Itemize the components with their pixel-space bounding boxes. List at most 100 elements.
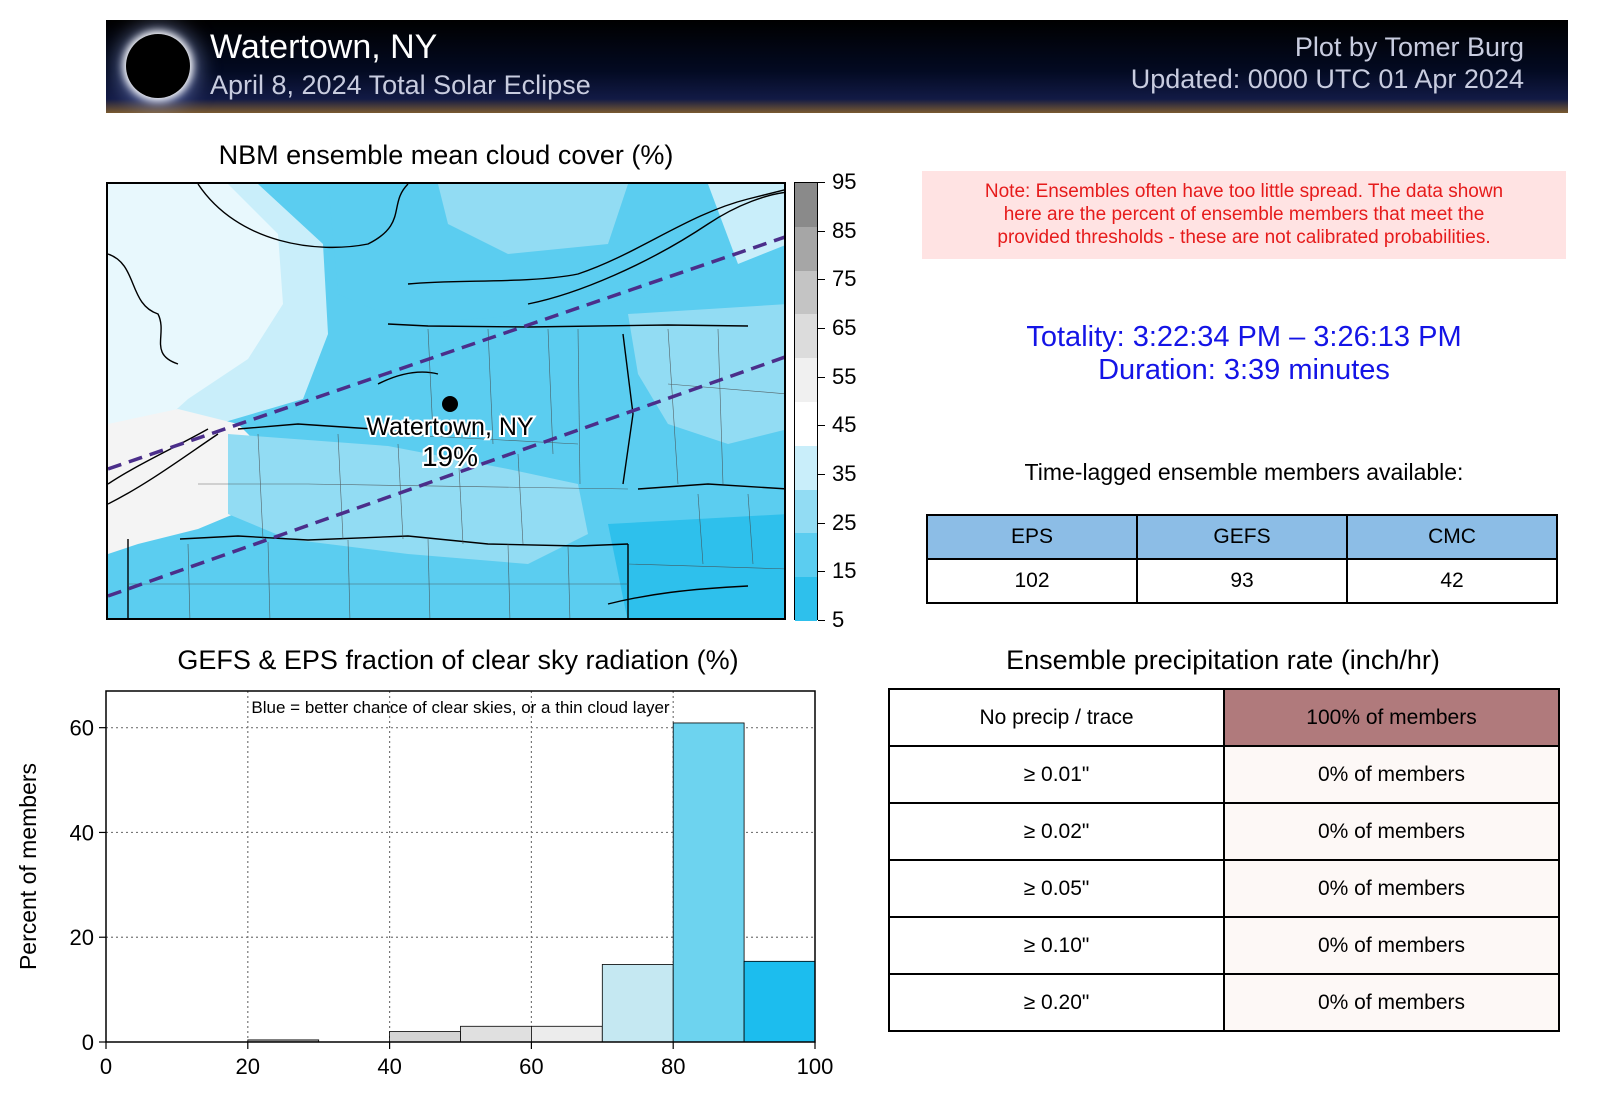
precip-row: ≥ 0.20" 0% of members: [888, 973, 1560, 1032]
y-tick-label: 0: [82, 1030, 94, 1055]
totality-duration: Duration: 3:39 minutes: [1098, 354, 1390, 386]
precip-row-value: 0% of members: [1223, 745, 1560, 804]
colorbar-tick-label: 5: [832, 607, 845, 632]
histogram-bar: [460, 1025, 532, 1043]
eclipse-sun-icon: [126, 34, 190, 98]
members-header-cmc: CMC: [1346, 514, 1558, 560]
members-header-gefs: GEFS: [1136, 514, 1348, 560]
colorbar-segment: [795, 270, 817, 315]
y-tick-label: 60: [70, 716, 94, 741]
totality-time: Totality: 3:22:34 PM – 3:26:13 PM: [1026, 321, 1462, 353]
histogram-title: GEFS & EPS fraction of clear sky radiati…: [177, 645, 739, 675]
colorbar-tick-label: 45: [832, 412, 857, 438]
precip-row-label: No precip / trace: [888, 688, 1225, 747]
colorbar-tick: [818, 571, 825, 573]
colorbar-tick-label: 35: [832, 461, 857, 486]
precip-row-value: 100% of members: [1223, 688, 1560, 747]
location-title: Watertown, NY: [210, 28, 438, 66]
colorbar-segment: [795, 489, 817, 534]
y-tick-label: 20: [70, 925, 94, 950]
x-tick-label: 0: [100, 1054, 112, 1079]
colorbar-segment: [795, 445, 817, 491]
x-tick-label: 100: [797, 1054, 834, 1079]
updated-time: Updated: 0000 UTC 01 Apr 2024: [1130, 64, 1524, 94]
members-value-row: 102 93 42: [926, 558, 1558, 604]
histogram-bar: [389, 1031, 461, 1043]
colorbar-tick-label: 75: [832, 266, 857, 292]
cloud-cover-colorbar: [794, 182, 818, 622]
precip-row-value: 0% of members: [1223, 859, 1560, 918]
note-line-3: provided thresholds - these are not cali…: [997, 227, 1491, 248]
histogram-bar: [672, 722, 745, 1043]
members-value-gefs: 93: [1136, 558, 1348, 604]
precip-row: ≥ 0.10" 0% of members: [888, 916, 1560, 975]
header-banner: Watertown, NY April 8, 2024 Total Solar …: [106, 20, 1568, 113]
colorbar-tick-label: 95: [832, 169, 857, 194]
precip-row-label: ≥ 0.02": [888, 802, 1225, 861]
colorbar-tick: [818, 230, 825, 232]
colorbar-tick-label: 55: [832, 363, 857, 389]
members-title: Time-lagged ensemble members available:: [1024, 459, 1464, 485]
precip-row-label: ≥ 0.05": [888, 859, 1225, 918]
precip-row-value: 0% of members: [1223, 973, 1560, 1032]
histogram-bar: [743, 960, 816, 1043]
precip-row-label: ≥ 0.10": [888, 916, 1225, 975]
watertown-marker: [442, 396, 458, 412]
colorbar-tick: [818, 474, 825, 475]
precip-row: ≥ 0.01" 0% of members: [888, 745, 1560, 804]
colorbar-tick: [818, 182, 825, 183]
members-value-cmc: 42: [1346, 558, 1558, 604]
precip-row: No precip / trace 100% of members: [888, 688, 1560, 747]
precip-title: Ensemble precipitation rate (inch/hr): [1006, 645, 1440, 675]
colorbar-tick-label: 85: [832, 217, 857, 243]
precip-table: No precip / trace 100% of members ≥ 0.01…: [888, 688, 1560, 1032]
colorbar-tick-label: 25: [832, 509, 857, 535]
precip-row: ≥ 0.02" 0% of members: [888, 802, 1560, 861]
colorbar-tick: [818, 425, 825, 427]
map-title: NBM ensemble mean cloud cover (%): [218, 140, 674, 170]
histogram-ylabel: Percent of members: [15, 763, 41, 970]
colorbar-segment: [795, 226, 817, 272]
precip-row-value: 0% of members: [1223, 916, 1560, 975]
precip-row-label: ≥ 0.01": [888, 745, 1225, 804]
members-header-row: EPS GEFS CMC: [926, 514, 1558, 560]
colorbar-segment: [795, 402, 817, 447]
colorbar-tick: [818, 328, 825, 329]
colorbar-tick-label: 15: [832, 558, 857, 584]
histogram-bar: [531, 1025, 603, 1043]
x-tick-label: 60: [519, 1054, 543, 1079]
colorbar-segment: [795, 183, 817, 228]
colorbar-segment: [795, 314, 817, 359]
colorbar-tick: [818, 376, 825, 378]
colorbar-segment: [795, 358, 817, 403]
colorbar-segment: [795, 577, 817, 622]
map-graphic: Watertown, NY 19%: [108, 184, 784, 618]
spread-note: Note: Ensembles often have too little sp…: [922, 171, 1566, 259]
location-label: Watertown, NY: [366, 413, 534, 441]
x-tick-label: 80: [661, 1054, 685, 1079]
precip-row: ≥ 0.05" 0% of members: [888, 859, 1560, 918]
x-tick-label: 40: [377, 1054, 401, 1079]
y-tick-label: 40: [70, 820, 94, 845]
colorbar-tick-label: 65: [832, 315, 857, 340]
members-table: EPS GEFS CMC 102 93 42: [926, 514, 1558, 604]
colorbar-tick: [818, 522, 825, 524]
cloud-cover-map: Watertown, NY 19%: [106, 182, 786, 620]
precip-row-label: ≥ 0.20": [888, 973, 1225, 1032]
plot-credit: Plot by Tomer Burg: [1294, 32, 1524, 62]
histogram-annotation: Blue = better chance of clear skies, or …: [251, 698, 669, 717]
colorbar-tick: [818, 620, 825, 621]
event-subtitle: April 8, 2024 Total Solar Eclipse: [210, 70, 591, 100]
colorbar-tick: [818, 279, 825, 281]
note-line-2: here are the percent of ensemble members…: [1003, 204, 1485, 225]
precip-row-value: 0% of members: [1223, 802, 1560, 861]
members-value-eps: 102: [926, 558, 1138, 604]
histogram-bar: [601, 964, 674, 1043]
histogram-frame: [105, 690, 816, 1043]
members-header-eps: EPS: [926, 514, 1138, 560]
location-value: 19%: [422, 441, 478, 472]
colorbar-segment: [795, 533, 817, 578]
note-line-1: Note: Ensembles often have too little sp…: [984, 181, 1504, 202]
x-tick-label: 20: [236, 1054, 260, 1079]
